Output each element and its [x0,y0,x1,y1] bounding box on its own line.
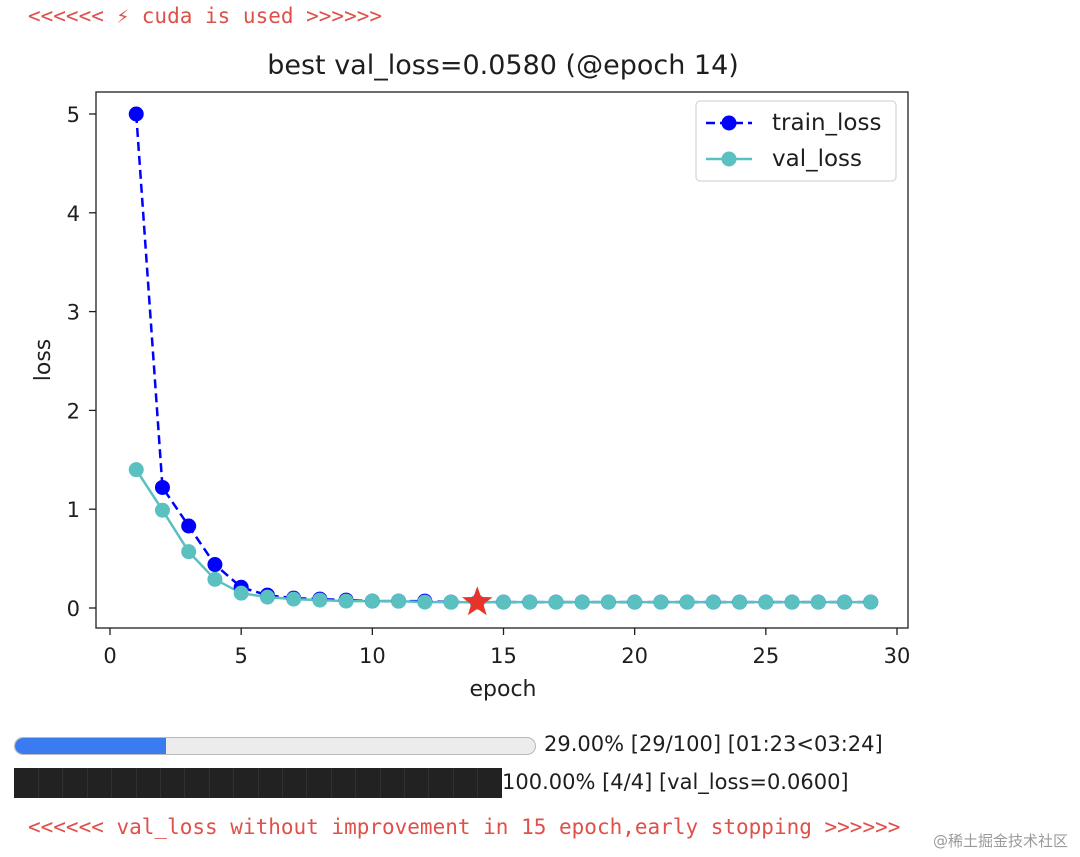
val_loss-point [863,594,879,610]
val_loss-point [522,594,538,610]
y-axis-label: loss [31,339,56,382]
progress-segment-divider [86,768,88,798]
val_loss-point [338,593,354,609]
train_loss-point [128,106,144,122]
chart-legend: train_loss val_loss [695,100,897,182]
val_loss-point [810,594,826,610]
val_loss-point [233,585,249,601]
best-epoch-star [462,586,493,616]
val_loss-point [364,593,380,609]
progress-segment-divider [233,768,235,798]
progress-segment-divider [355,768,357,798]
batch-progress-bar [14,768,502,798]
train_loss-point [154,479,170,495]
val_loss-point [705,594,721,610]
progress-segment-divider [257,768,259,798]
chart-title: best val_loss=0.0580 (@epoch 14) [267,50,739,81]
progress-segment-divider [135,768,137,798]
epoch-progress-label: 29.00% [29/100] [01:23<03:24] [544,732,883,756]
progress-segment-divider [452,768,454,798]
val_loss-point [207,571,223,587]
progress-segment-divider [184,768,186,798]
progress-segment-divider [111,768,113,798]
legend-train-label: train_loss [772,110,881,136]
progress-segment-divider [428,768,430,798]
train_loss-point [207,557,223,573]
y-tick-label: 2 [67,399,80,423]
progress-segment-divider [404,768,405,798]
x-tick-label: 25 [752,644,779,668]
y-tick-label: 5 [67,103,80,127]
val_loss-point [391,593,407,609]
val_loss-point [181,544,197,560]
val_loss-point [286,591,302,607]
val_loss-point [154,502,170,518]
val_loss-point [653,594,669,610]
x-axis-label: epoch [470,677,537,702]
watermark: @稀土掘金技术社区 [932,832,1068,850]
val_loss-point [312,592,328,608]
progress-segment-divider [379,768,381,798]
x-tick-label: 30 [884,644,911,668]
epoch-progress-track [14,737,536,755]
loss-chart: best val_loss=0.0580 (@epoch 14) 0 5 10 15 2… [31,50,911,702]
val_loss-point [443,594,459,610]
x-tick-label: 0 [103,644,116,668]
val_loss-point [627,594,643,610]
val_loss-point [600,594,616,610]
val_loss-point [259,589,275,605]
legend-train-marker [721,115,737,131]
val_loss-point [784,594,800,610]
train_loss-point [181,518,197,534]
progress-segment-divider [208,768,210,798]
val_loss-point [417,594,433,610]
early-stopping-message: <<<<<< val_loss without improvement in 1… [28,815,901,839]
y-tick-label: 4 [67,202,80,226]
y-tick-label: 1 [67,498,80,522]
x-tick-label: 20 [621,644,648,668]
batch-progress-label: 100.00% [4/4] [val_loss=0.0600] [502,770,849,794]
progress-segment-divider [330,768,332,798]
progress-segment-divider [62,768,64,798]
cuda-message: <<<<<< ⚡ cuda is used >>>>>> [28,4,383,28]
val_loss-point [128,462,144,478]
val_loss-point [496,594,511,610]
progress-segment-divider [282,768,283,798]
progress-segment-divider [38,768,39,798]
val_loss-point [574,594,590,610]
val_loss-point [732,594,748,610]
progress-segment-divider [477,768,479,798]
legend-val-label: val_loss [772,146,862,172]
y-tick-label: 0 [67,597,80,621]
train_loss-line [134,113,871,604]
val_loss-point [679,594,695,610]
val_loss-point [837,594,853,610]
x-tick-label: 15 [490,644,517,668]
legend-val-marker [721,151,737,167]
progress-segment-divider [306,768,308,798]
epoch-progress-fill [15,738,166,754]
x-tick-label: 10 [359,644,386,668]
progress-segment-divider [160,768,161,798]
val_loss-point [548,594,564,610]
x-tick-label: 5 [234,644,247,668]
y-tick-label: 3 [67,301,80,325]
val_loss-point [758,594,774,610]
plot-frame [95,91,909,629]
